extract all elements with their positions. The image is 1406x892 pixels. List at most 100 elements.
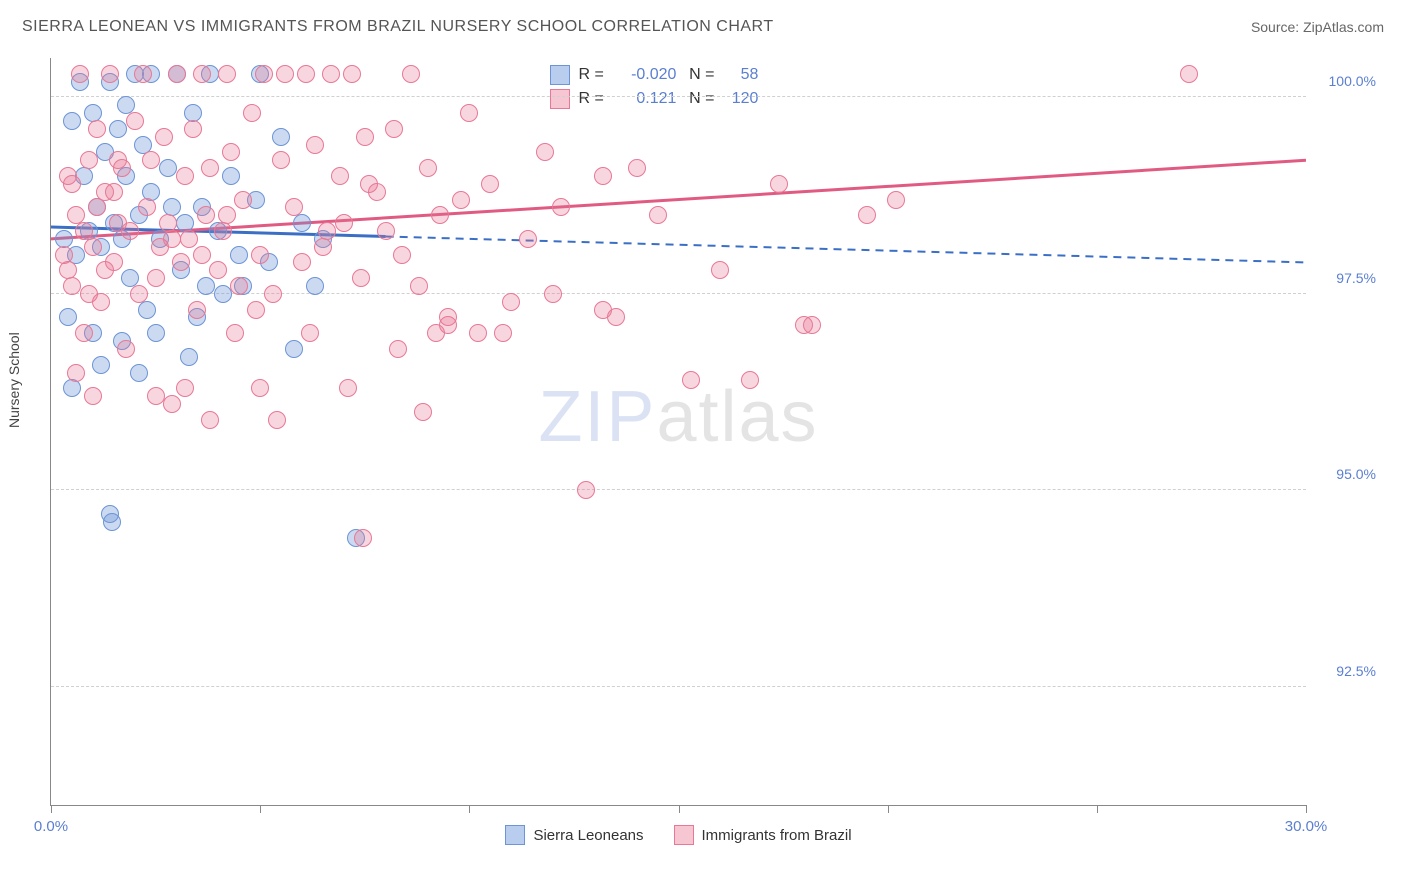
data-point: [159, 159, 177, 177]
data-point: [138, 301, 156, 319]
data-point: [452, 191, 470, 209]
data-point: [218, 65, 236, 83]
data-point: [628, 159, 646, 177]
legend-item-2: Immigrants from Brazil: [674, 825, 852, 845]
data-point: [276, 65, 294, 83]
data-point: [121, 222, 139, 240]
data-point: [494, 324, 512, 342]
data-point: [230, 246, 248, 264]
stats-legend: R = -0.020 N = 58 R = 0.121 N = 120: [540, 59, 768, 117]
chart-container: Nursery School ZIPatlas R = -0.020 N = 5…: [22, 48, 1384, 852]
data-point: [84, 387, 102, 405]
data-point: [142, 151, 160, 169]
data-point: [356, 128, 374, 146]
data-point: [314, 238, 332, 256]
watermark: ZIPatlas: [538, 376, 818, 458]
data-point: [649, 206, 667, 224]
data-point: [117, 340, 135, 358]
trend-lines-svg: [51, 58, 1306, 805]
grid-line: [51, 96, 1306, 97]
data-point: [193, 246, 211, 264]
data-point: [460, 104, 478, 122]
plot-area: ZIPatlas R = -0.020 N = 58 R = 0.121 N =…: [50, 58, 1306, 806]
data-point: [389, 340, 407, 358]
watermark-zip: ZIP: [538, 377, 656, 457]
data-point: [130, 364, 148, 382]
data-point: [197, 206, 215, 224]
data-point: [318, 222, 336, 240]
data-point: [75, 324, 93, 342]
legend-label-1: Sierra Leoneans: [533, 827, 643, 844]
data-point: [306, 136, 324, 154]
data-point: [126, 112, 144, 130]
data-point: [354, 529, 372, 547]
legend-swatch-icon: [674, 825, 694, 845]
data-point: [201, 159, 219, 177]
y-tick-label: 92.5%: [1314, 663, 1376, 679]
data-point: [552, 198, 570, 216]
data-point: [197, 277, 215, 295]
legend-swatch-2: [550, 89, 570, 109]
data-point: [109, 151, 127, 169]
source-label: Source: ZipAtlas.com: [1251, 19, 1384, 35]
r-value-1: -0.020: [620, 63, 676, 87]
data-point: [682, 371, 700, 389]
data-point: [75, 222, 93, 240]
data-point: [230, 277, 248, 295]
data-point: [103, 513, 121, 531]
data-point: [168, 65, 186, 83]
data-point: [594, 301, 612, 319]
data-point: [594, 167, 612, 185]
data-point: [402, 65, 420, 83]
data-point: [272, 151, 290, 169]
data-point: [293, 214, 311, 232]
data-point: [63, 277, 81, 295]
data-point: [469, 324, 487, 342]
x-tick: [1306, 805, 1307, 813]
data-point: [264, 285, 282, 303]
data-point: [63, 379, 81, 397]
data-point: [67, 364, 85, 382]
n-value-1: 58: [722, 63, 758, 87]
stats-row-2: R = 0.121 N = 120: [550, 87, 758, 111]
data-point: [795, 316, 813, 334]
data-point: [577, 481, 595, 499]
data-point: [544, 285, 562, 303]
x-tick: [469, 805, 470, 813]
data-point: [322, 65, 340, 83]
data-point: [184, 120, 202, 138]
data-point: [339, 379, 357, 397]
data-point: [243, 104, 261, 122]
data-point: [272, 128, 290, 146]
data-point: [385, 120, 403, 138]
data-point: [268, 411, 286, 429]
data-point: [155, 128, 173, 146]
data-point: [176, 379, 194, 397]
data-point: [92, 356, 110, 374]
data-point: [222, 167, 240, 185]
data-point: [741, 371, 759, 389]
y-axis-label: Nursery School: [6, 332, 22, 428]
data-point: [251, 379, 269, 397]
data-point: [234, 191, 252, 209]
data-point: [770, 175, 788, 193]
data-point: [172, 253, 190, 271]
data-point: [431, 206, 449, 224]
data-point: [101, 65, 119, 83]
x-tick-label: 30.0%: [1285, 818, 1328, 835]
data-point: [301, 324, 319, 342]
data-point: [502, 293, 520, 311]
data-point: [180, 230, 198, 248]
data-point: [519, 230, 537, 248]
data-point: [163, 230, 181, 248]
data-point: [71, 65, 89, 83]
data-point: [96, 261, 114, 279]
data-point: [251, 246, 269, 264]
data-point: [188, 301, 206, 319]
data-point: [209, 261, 227, 279]
grid-line: [51, 686, 1306, 687]
data-point: [414, 403, 432, 421]
data-point: [331, 167, 349, 185]
data-point: [80, 285, 98, 303]
data-point: [285, 198, 303, 216]
